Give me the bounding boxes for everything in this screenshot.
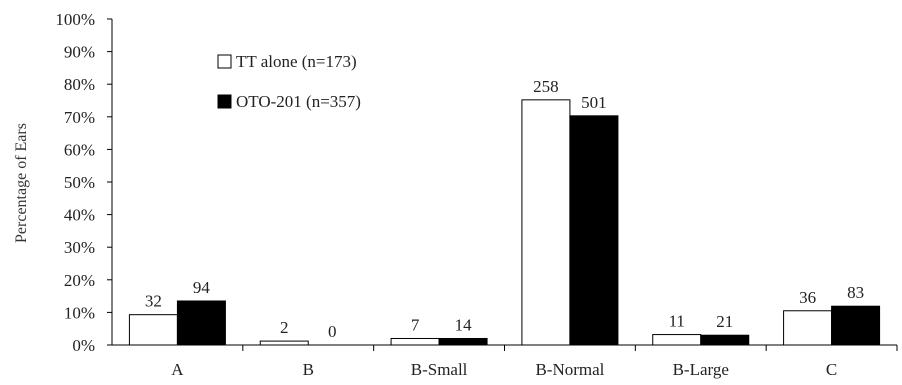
data-label: 501: [581, 93, 607, 112]
y-tick-label: 60%: [64, 140, 95, 159]
data-label: 94: [193, 278, 211, 297]
bar-oto-201-b-normal: [569, 115, 619, 346]
y-axis-title: Percentage of Ears: [13, 123, 30, 243]
y-tick-label: 40%: [64, 206, 95, 225]
y-tick-label: 70%: [64, 108, 95, 127]
bar-tt-alone-a: [128, 314, 178, 346]
x-tick-label: A: [171, 360, 184, 379]
legend: TT alone (n=173) OTO-201 (n=357): [217, 52, 361, 111]
y-tick-label: 10%: [64, 303, 95, 322]
y-tick-label: 90%: [64, 43, 95, 62]
y-tick-label: 80%: [64, 75, 95, 94]
y-axis-ticks: 0% 10% 20% 30% 40% 50% 60% 70% 80% 90% 100%: [55, 10, 112, 355]
y-tick-label: 30%: [64, 238, 95, 257]
bar-tt-alone-b-small: [390, 337, 440, 346]
bar-tt-alone-c: [783, 310, 833, 346]
legend-swatch-tt-alone: [217, 54, 232, 69]
x-tick-label: B-Large: [673, 360, 729, 379]
data-label: 14: [455, 315, 473, 334]
data-label: 0: [328, 322, 337, 341]
x-tick-label: C: [826, 360, 837, 379]
bars: [128, 99, 881, 346]
data-label: 36: [799, 288, 816, 307]
data-label: 11: [669, 312, 685, 331]
bar-oto-201-c: [831, 305, 881, 346]
legend-swatch-oto-201: [217, 94, 232, 109]
bar-oto-201-b-small: [438, 337, 488, 346]
data-labels: 32 94 2 0 7 14 258 501 11 21 36 83: [145, 77, 864, 341]
bar-oto-201-b-large: [700, 334, 750, 346]
legend-label-tt-alone: TT alone (n=173): [236, 52, 357, 71]
bar-tt-alone-b-normal: [521, 99, 571, 346]
data-label: 7: [411, 315, 420, 334]
data-label: 32: [145, 292, 162, 311]
y-tick-label: 20%: [64, 271, 95, 290]
x-axis-ticks: A B B-Small B-Normal B-Large C: [171, 345, 898, 379]
bar-oto-201-a: [176, 300, 226, 346]
x-tick-label: B-Normal: [535, 360, 604, 379]
y-tick-label: 0%: [72, 336, 95, 355]
y-tick-label: 100%: [55, 10, 95, 29]
data-label: 258: [533, 77, 559, 96]
y-tick-label: 50%: [64, 173, 95, 192]
data-label: 2: [280, 318, 289, 337]
x-tick-label: B: [303, 360, 314, 379]
x-tick-label: B-Small: [411, 360, 468, 379]
bar-tt-alone-b: [259, 340, 309, 346]
bar-tt-alone-b-large: [652, 334, 702, 346]
legend-label-oto-201: OTO-201 (n=357): [236, 92, 361, 111]
data-label: 21: [716, 312, 733, 331]
data-label: 83: [847, 283, 864, 302]
